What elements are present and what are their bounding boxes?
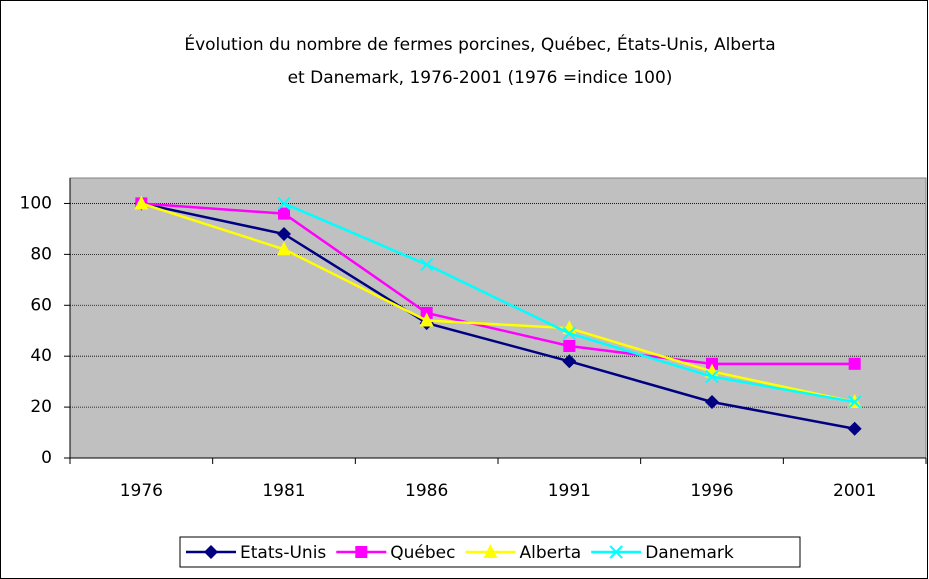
- x-tick-label: 1996: [690, 481, 733, 501]
- y-tick-label: 40: [30, 346, 52, 366]
- marker: [562, 326, 577, 340]
- y-tick-label: 80: [30, 244, 52, 264]
- series-line: [141, 202, 855, 430]
- marker: [278, 207, 290, 220]
- x-tick-label: 1981: [262, 481, 305, 501]
- x-tick-label: 2001: [833, 481, 876, 501]
- marker: [277, 241, 291, 256]
- marker: [483, 544, 498, 558]
- marker: [419, 312, 434, 327]
- y-tick-label: 0: [41, 448, 52, 468]
- marker: [277, 227, 291, 241]
- y-tick-label: 60: [30, 295, 52, 315]
- marker: [277, 196, 291, 211]
- marker: [609, 545, 623, 559]
- legend-label: Danemark: [645, 543, 734, 563]
- marker: [562, 354, 577, 369]
- chart-title: et Danemark, 1976-2001 (1976 =indice 100…: [288, 68, 673, 88]
- legend-label: Etats-Unis: [240, 543, 326, 563]
- plot-area: [69, 177, 927, 459]
- chart-title: Évolution du nombre de fermes porcines, …: [184, 33, 775, 55]
- marker: [419, 257, 434, 272]
- marker: [848, 357, 861, 370]
- marker: [563, 340, 576, 352]
- marker: [134, 195, 149, 210]
- marker: [204, 545, 218, 559]
- marker: [847, 395, 862, 409]
- marker: [705, 369, 719, 384]
- x-tick-label: 1976: [120, 481, 163, 501]
- y-tick-label: 100: [20, 193, 52, 213]
- series-line: [141, 202, 855, 366]
- marker: [705, 395, 719, 409]
- marker: [847, 421, 862, 436]
- x-tick-label: 1986: [405, 481, 448, 501]
- y-tick-label: 20: [30, 397, 52, 417]
- legend-label: Québec: [390, 543, 455, 563]
- marker: [355, 546, 368, 558]
- legend-label: Alberta: [520, 543, 582, 563]
- series-line: [140, 202, 855, 404]
- x-tick-label: 1991: [548, 481, 591, 501]
